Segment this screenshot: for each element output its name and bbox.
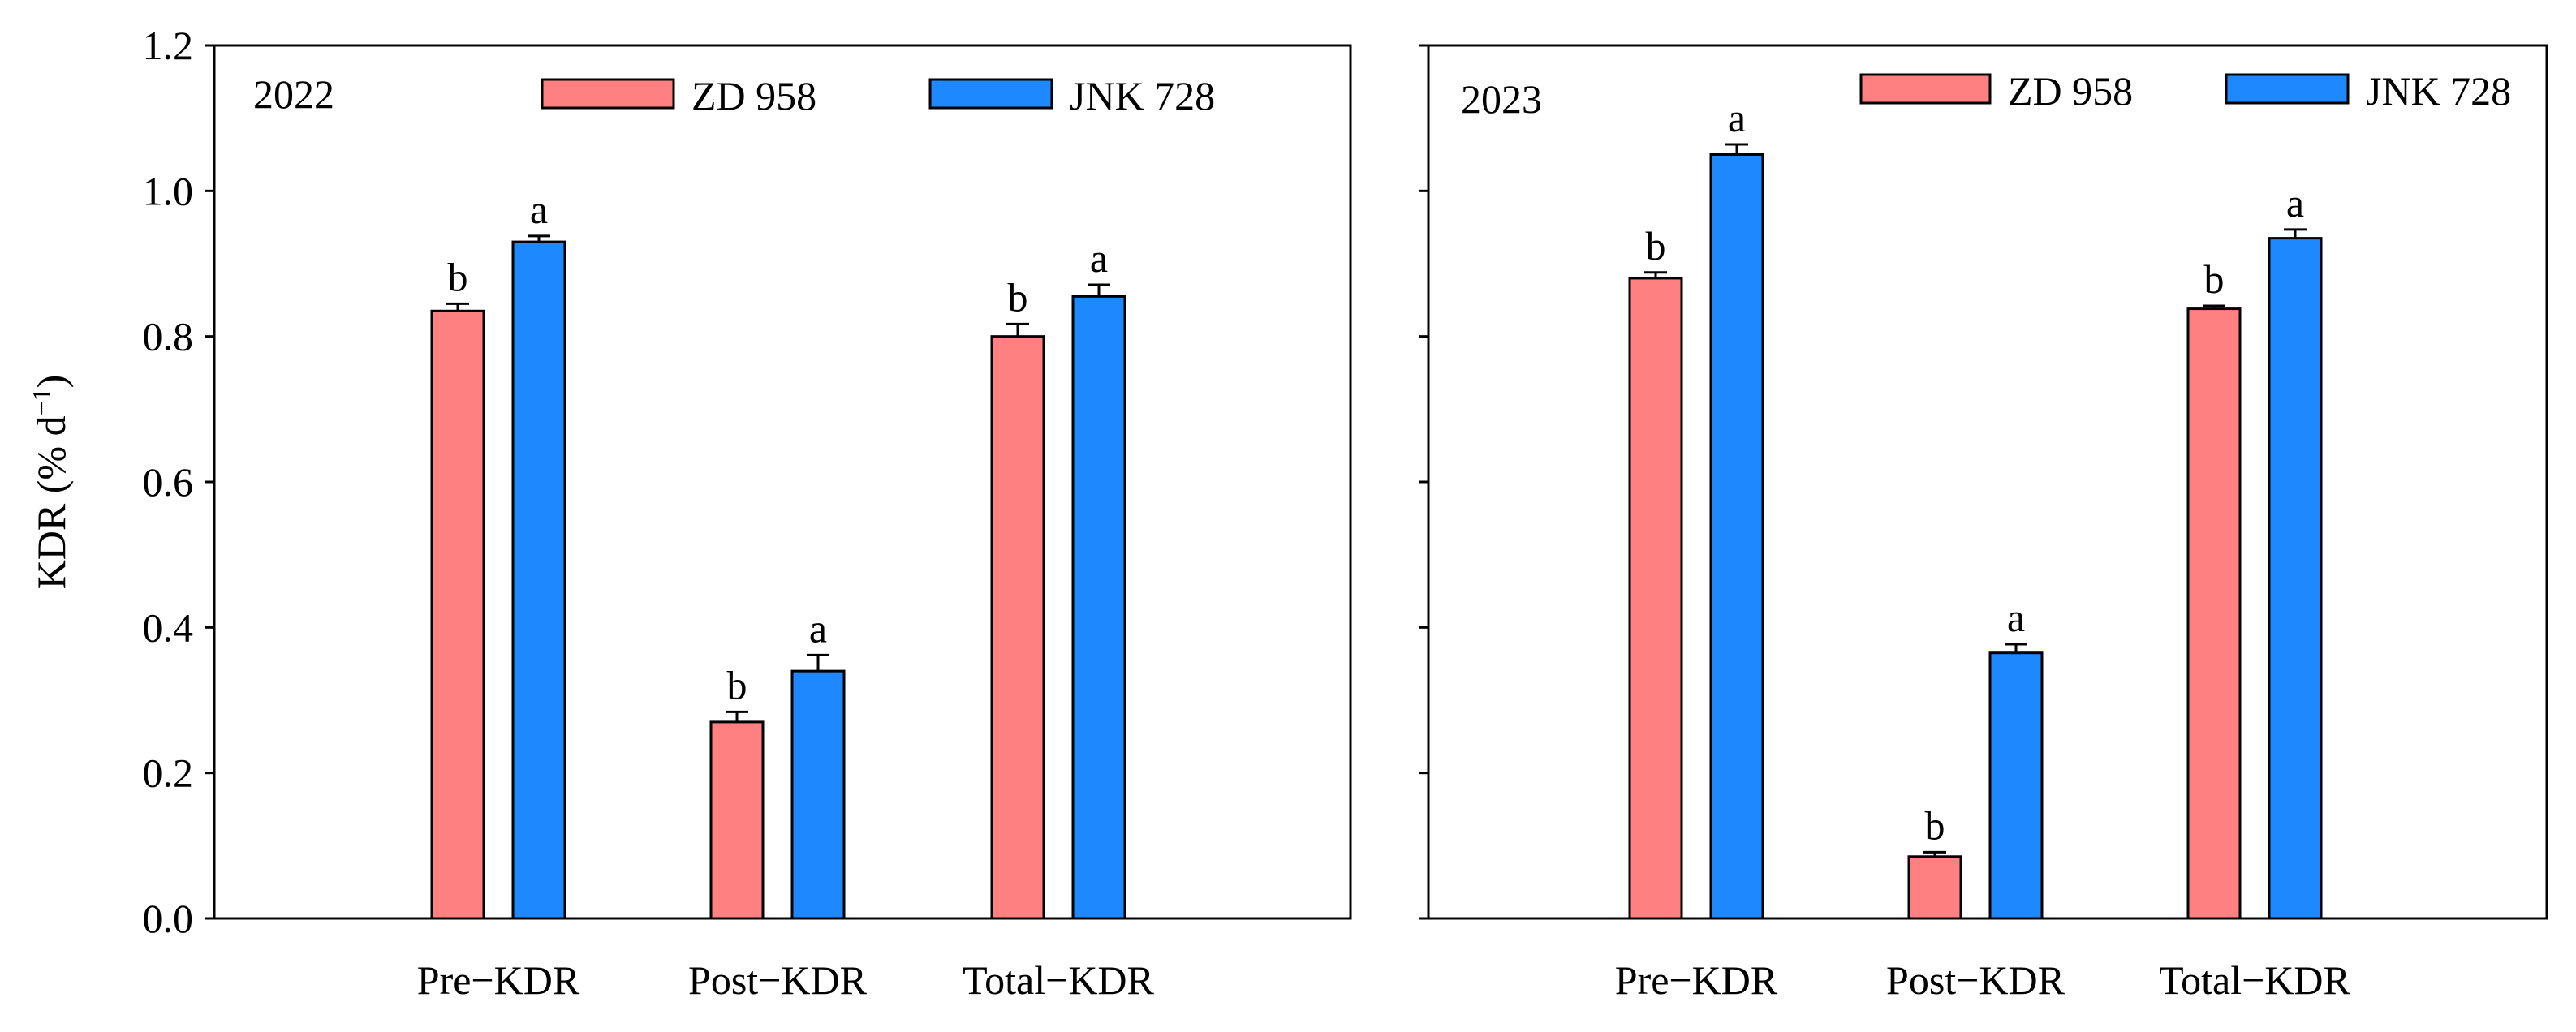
significance-letter: b: [448, 254, 468, 299]
significance-letter: b: [1925, 802, 1945, 848]
x-tick-label: Pre−KDR: [417, 957, 580, 1003]
significance-letter: a: [530, 187, 548, 232]
panel-2022: 0.0 0.2 0.4 0.6 0.8 1.0 1.2 2022 ZD 958 JNK 728 b a…: [143, 23, 1352, 1003]
bar: [1071, 295, 1126, 920]
year-label: 2023: [1461, 76, 1542, 122]
significance-letter: b: [1008, 274, 1028, 320]
legend-label: JNK 728: [1070, 73, 1215, 118]
significance-letter: a: [2007, 595, 2025, 640]
bar: [1628, 277, 1683, 920]
x-tick-label: Post−KDR: [688, 957, 868, 1003]
plot-frame: [1427, 44, 2548, 920]
y-tick-label: 0.6: [143, 459, 194, 505]
y-tick-label: 0.2: [143, 750, 194, 796]
bar: [2186, 307, 2242, 920]
significance-letter: a: [1090, 235, 1108, 281]
legend-swatch: [541, 78, 675, 110]
bar: [1907, 855, 1962, 920]
significance-letter: a: [1728, 95, 1746, 140]
bar: [1709, 153, 1764, 920]
x-tick-label: Post−KDR: [1886, 957, 2066, 1003]
legend-swatch: [928, 78, 1053, 110]
significance-letter: b: [1646, 223, 1666, 269]
x-tick-label: Pre−KDR: [1615, 957, 1778, 1003]
plot-frame: [213, 44, 1352, 920]
year-label: 2022: [253, 71, 334, 117]
legend-swatch: [1859, 73, 1992, 105]
y-tick-label: 1.2: [143, 23, 194, 68]
bar: [709, 720, 765, 920]
significance-letter: b: [2204, 256, 2225, 302]
legend-label: ZD 958: [691, 73, 816, 118]
legend-label: JNK 728: [2366, 68, 2511, 114]
bar: [790, 669, 846, 920]
significance-letter: a: [809, 605, 827, 651]
significance-letter: a: [2286, 180, 2304, 226]
bar: [430, 309, 485, 920]
significance-letter: b: [727, 662, 747, 707]
y-axis-label: KDR (% d−1): [27, 375, 74, 590]
bar: [511, 240, 566, 920]
legend-swatch: [2225, 73, 2350, 105]
panel-2023: 2023 ZD 958 JNK 728 b a Pre−KDR b a Post−KDR b a To…: [1419, 44, 2548, 1003]
bar: [1988, 651, 2044, 920]
y-tick-label: 0.8: [143, 314, 194, 359]
y-tick-label: 1.0: [143, 168, 194, 213]
bar: [990, 335, 1045, 920]
bar: [2268, 237, 2323, 920]
x-tick-label: Total−KDR: [2159, 957, 2350, 1003]
y-tick-label: 0.0: [143, 896, 194, 941]
legend-label: ZD 958: [2008, 68, 2133, 114]
y-axis-title: KDR (% d−1): [27, 375, 74, 590]
x-tick-label: Total−KDR: [963, 957, 1154, 1003]
y-tick-label: 0.4: [143, 604, 194, 650]
